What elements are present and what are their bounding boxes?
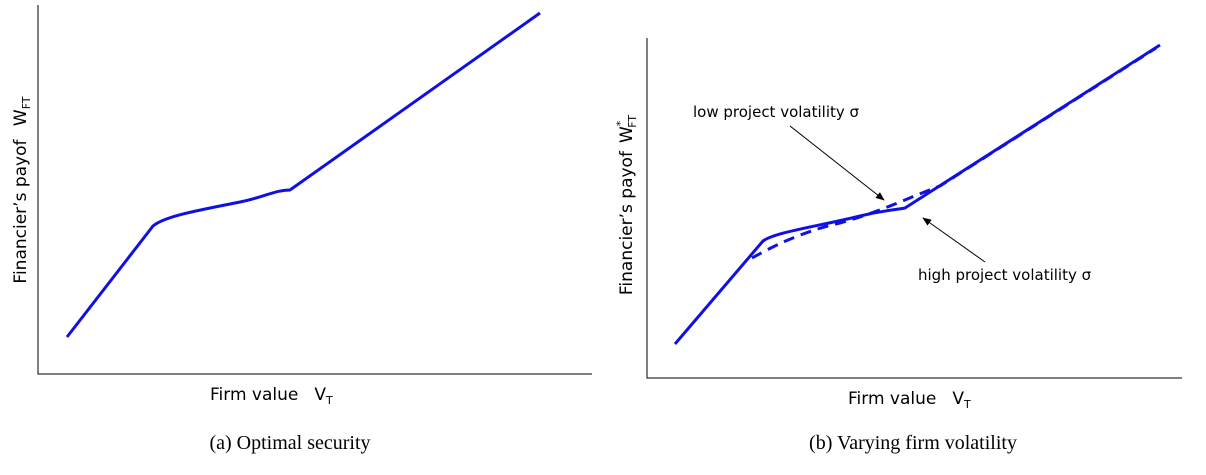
y-label-var: W <box>617 126 637 143</box>
y-label-sub: FT <box>20 96 33 109</box>
axes <box>646 38 1182 379</box>
x-axis-label: Firm value VT <box>848 389 971 411</box>
y-axis-label: Financier’s payof WFT <box>11 96 33 283</box>
y-label-var: W <box>11 109 31 126</box>
y-label-sup: * <box>614 120 627 126</box>
x-label-text: Firm value <box>210 385 298 405</box>
x-axis-label: Firm value VT <box>210 385 333 407</box>
payoff-curve-high <box>673 43 1161 345</box>
axes <box>37 5 592 375</box>
y-label-sub: FT <box>626 115 639 128</box>
annotation-low: low project volatility σ <box>693 103 860 121</box>
annotation-high: high project volatility σ <box>918 266 1092 284</box>
panel-a: Financier’s payof WFT Firm value VT (a) O… <box>11 5 592 454</box>
x-label-sub: T <box>963 398 971 411</box>
x-label-sub: T <box>325 394 333 407</box>
y-axis-label: Financier’s payof W*FT <box>614 115 639 296</box>
y-label-text: Financier’s payof <box>617 150 637 295</box>
arrow-low <box>789 125 885 201</box>
panel-b: low project volatility σ high project vo… <box>614 38 1182 454</box>
payoff-curve-low <box>751 46 1157 260</box>
payoff-curve <box>65 11 541 338</box>
x-label-text: Firm value <box>848 389 936 409</box>
x-label-var: V <box>952 389 964 409</box>
arrow-high <box>922 217 986 263</box>
y-label-text: Financier’s payof <box>11 138 31 283</box>
caption: (a) Optimal security <box>209 432 370 454</box>
x-label-var: V <box>314 385 326 405</box>
caption: (b) Varying firm volatility <box>809 432 1017 454</box>
